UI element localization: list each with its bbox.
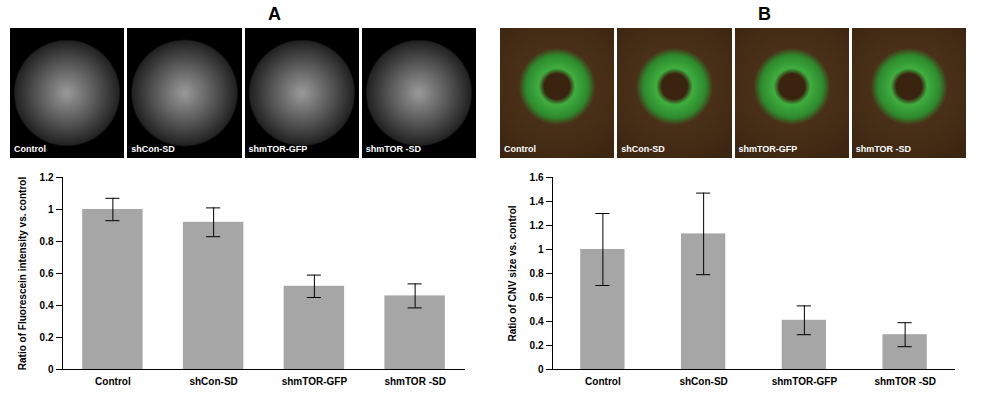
svg-text:0.4: 0.4	[40, 300, 54, 311]
html-text:Control: Control	[14, 144, 46, 154]
svg-text:shCon-SD: shCon-SD	[189, 376, 237, 387]
svg-text:0.6: 0.6	[40, 268, 54, 279]
svg-text:Ratio of Fluorescein intensity: Ratio of Fluorescein intensity vs. contr…	[17, 177, 28, 371]
svg-text:1.2: 1.2	[530, 220, 544, 231]
html-text:shmTOR-GFP: shmTOR-GFP	[738, 144, 798, 154]
svg-text:0: 0	[48, 364, 54, 375]
svg-text:0.2: 0.2	[530, 340, 544, 351]
html-text:shCon-SD: shCon-SD	[621, 144, 665, 154]
svg-text:Control: Control	[95, 376, 131, 387]
svg-text:shmTOR-GFP: shmTOR-GFP	[772, 376, 838, 387]
html-text:shmTOR-GFP: shmTOR-GFP	[248, 144, 308, 154]
svg-text:0.2: 0.2	[40, 332, 54, 343]
html-text:shmTOR -SD: shmTOR -SD	[855, 144, 912, 154]
svg-text:0: 0	[538, 364, 544, 375]
html-text:shCon-SD: shCon-SD	[131, 144, 175, 154]
svg-text:shmTOR -SD: shmTOR -SD	[874, 376, 936, 387]
svg-text:1.6: 1.6	[530, 172, 544, 183]
svg-text:shmTOR -SD: shmTOR -SD	[384, 376, 446, 387]
svg-text:1: 1	[538, 244, 544, 255]
svg-text:0.4: 0.4	[530, 316, 544, 327]
svg-text:Control: Control	[585, 376, 621, 387]
svg-text:0.8: 0.8	[530, 268, 544, 279]
svg-text:1.4: 1.4	[530, 196, 544, 207]
html-text:shmTOR -SD: shmTOR -SD	[365, 144, 422, 154]
html-text:B: B	[758, 4, 771, 24]
svg-text:shmTOR-GFP: shmTOR-GFP	[282, 376, 348, 387]
html-text:A: A	[268, 4, 281, 24]
svg-text:1: 1	[48, 204, 54, 215]
html-text:Control: Control	[504, 144, 536, 154]
svg-text:shCon-SD: shCon-SD	[679, 376, 727, 387]
svg-text:Ratio of CNV size vs. control: Ratio of CNV size vs. control	[507, 205, 518, 341]
svg-text:1.2: 1.2	[40, 172, 54, 183]
svg-text:0.8: 0.8	[40, 236, 54, 247]
svg-text:0.6: 0.6	[530, 292, 544, 303]
